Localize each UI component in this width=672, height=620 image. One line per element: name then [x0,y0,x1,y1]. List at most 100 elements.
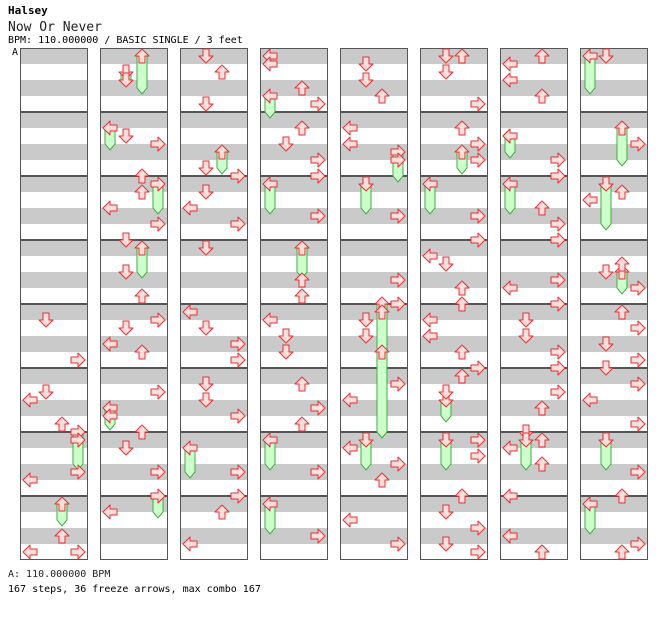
beat-band [180,80,248,96]
beat-band [20,432,88,448]
arrow-down [438,256,454,272]
beat-band [20,336,88,352]
beat-band [420,112,488,128]
beat-band [580,112,648,128]
measure-frame [100,48,168,112]
arrow-right [630,464,646,480]
arrow-right [310,152,326,168]
measure-frame [420,48,488,112]
arrow-down [438,504,454,520]
arrow-right [150,464,166,480]
arrow-right [150,384,166,400]
beat-band [500,112,568,128]
measure-frame [580,112,648,176]
measure-frame [180,496,248,560]
beat-band [340,208,408,224]
arrow-up [534,456,550,472]
arrow-up [294,416,310,432]
measure-frame [580,176,648,240]
measure-frame [100,304,168,368]
beat-band [100,272,168,288]
measure-frame [20,304,88,368]
arrow-up [214,504,230,520]
beat-band [180,304,248,320]
arrow-left [502,56,518,72]
arrow-right [150,176,166,192]
beat-band [420,336,488,352]
beat-band [20,272,88,288]
beat-band [20,400,88,416]
arrow-right [550,216,566,232]
arrow-right [70,352,86,368]
arrow-down [598,432,614,448]
arrow-down [278,328,294,344]
arrow-up [214,144,230,160]
arrow-left [422,312,438,328]
arrow-right [630,352,646,368]
beat-band [420,208,488,224]
beat-band [500,432,568,448]
arrow-down [118,264,134,280]
measure-frame [340,432,408,496]
arrow-right [310,168,326,184]
arrow-right [470,136,486,152]
beat-band [100,496,168,512]
beat-band [260,144,328,160]
beat-band [260,432,328,448]
chart-stats: 167 steps, 36 freeze arrows, max combo 1… [8,584,261,595]
beat-band [500,80,568,96]
arrow-right [150,312,166,328]
beat-band [340,176,408,192]
arrow-right [470,208,486,224]
beat-band [100,208,168,224]
arrow-right [310,96,326,112]
arrow-up [374,472,390,488]
arrow-down [598,264,614,280]
arrow-right [310,464,326,480]
beat-band [100,48,168,64]
beat-band [260,528,328,544]
beat-band [500,336,568,352]
beat-band [580,496,648,512]
arrow-right [470,232,486,248]
arrow-down [198,48,214,64]
arrow-down [278,136,294,152]
measure-frame [260,304,328,368]
arrow-up [54,416,70,432]
arrow-left [102,120,118,136]
beat-band [340,304,408,320]
arrow-right [230,216,246,232]
beat-band [340,368,408,384]
beat-band [260,240,328,256]
measure-frame [340,48,408,112]
measure-frame [260,48,328,112]
measure-frame [580,432,648,496]
arrow-up [614,184,630,200]
arrow-right [150,488,166,504]
beat-band [500,240,568,256]
arrow-up [454,280,470,296]
beat-band [180,208,248,224]
arrow-right [550,384,566,400]
beat-band [420,400,488,416]
arrow-right [390,152,406,168]
arrow-left [422,176,438,192]
arrow-left [582,392,598,408]
measure-frame [260,240,328,304]
arrow-left [182,440,198,456]
arrow-left [262,496,278,512]
beat-band [500,144,568,160]
arrow-down [198,160,214,176]
arrow-right [310,400,326,416]
arrow-up [614,544,630,560]
arrow-right [70,464,86,480]
measure-frame [340,496,408,560]
measure-frame [580,496,648,560]
arrow-down [118,320,134,336]
beat-band [340,48,408,64]
arrow-right [470,544,486,560]
arrow-down [598,48,614,64]
beat-band [20,240,88,256]
arrow-left [22,472,38,488]
arrow-left [102,504,118,520]
